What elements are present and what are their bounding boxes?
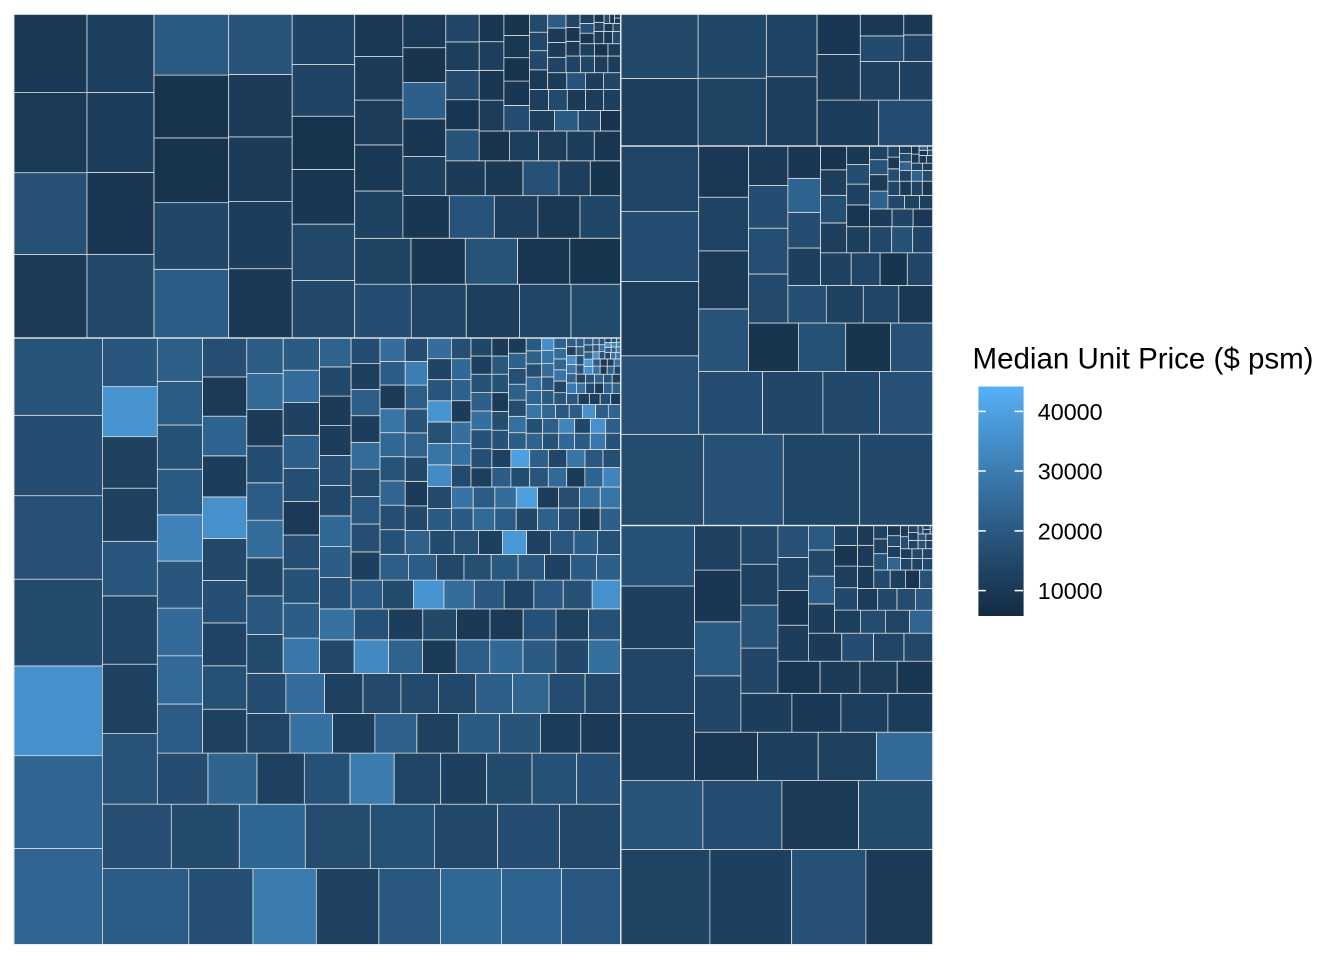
svg-text:30000: 30000 — [1038, 458, 1103, 484]
svg-text:20000: 20000 — [1038, 518, 1103, 544]
svg-text:40000: 40000 — [1038, 399, 1103, 425]
svg-text:Median Unit Price ($ psm): Median Unit Price ($ psm) — [973, 343, 1314, 376]
svg-text:10000: 10000 — [1038, 578, 1103, 604]
